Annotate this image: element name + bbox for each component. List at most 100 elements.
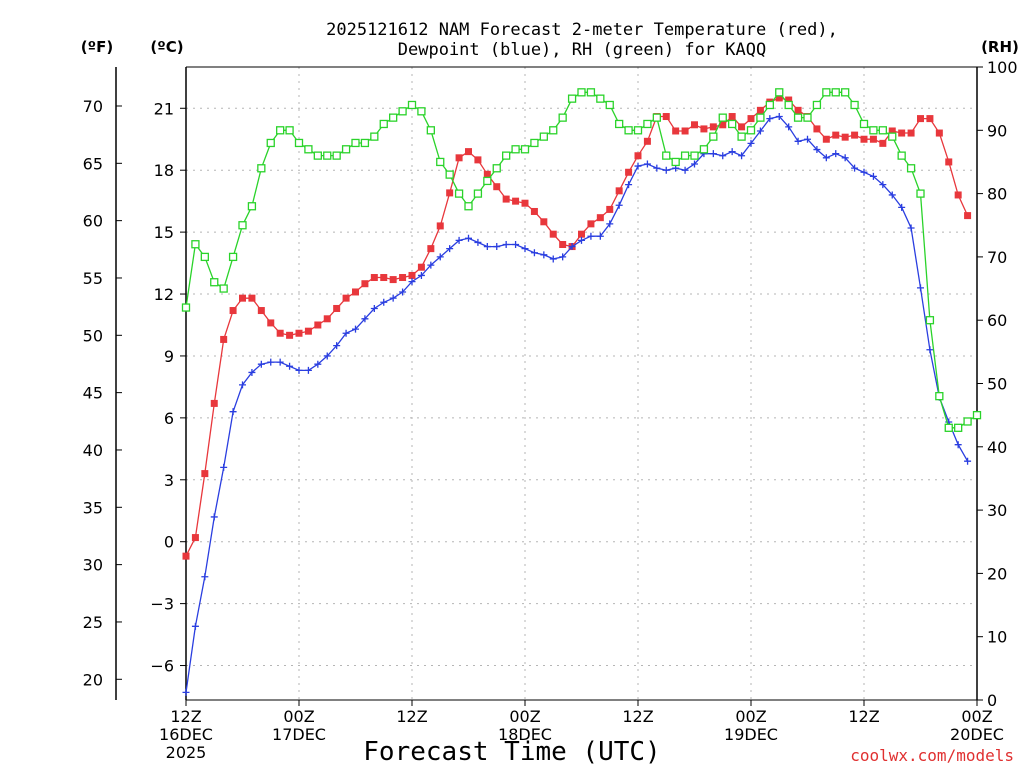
x-tick-label: 12Z xyxy=(848,707,879,726)
dewpoint-point xyxy=(408,278,416,286)
dewpoint-point xyxy=(257,360,265,368)
dewpoint-point xyxy=(860,168,868,176)
temperature-point xyxy=(220,335,228,343)
temperature-point xyxy=(888,127,896,135)
x-tick-label: 12Z xyxy=(170,707,201,726)
dewpoint-point xyxy=(191,622,199,630)
dewpoint-point xyxy=(286,362,294,370)
temperature-point xyxy=(578,230,585,238)
dewpoint-point xyxy=(493,243,501,251)
temperature-point xyxy=(728,113,736,121)
dewpoint-point xyxy=(822,154,830,162)
temperature-point xyxy=(333,304,341,312)
rh-point xyxy=(897,151,906,160)
rh-point xyxy=(228,252,238,262)
rh-tick-label: 80 xyxy=(987,185,1007,204)
temperature-point xyxy=(869,135,877,143)
fahrenheit-tick-label: 35 xyxy=(83,498,103,517)
dewpoint-point xyxy=(474,238,482,246)
dewpoint-point xyxy=(267,358,275,366)
dewpoint-point xyxy=(738,152,746,160)
temperature-point xyxy=(304,327,312,335)
rh-point xyxy=(407,100,417,110)
rh-point xyxy=(567,94,577,103)
temperature-point xyxy=(465,148,472,156)
temperature-point xyxy=(785,96,793,104)
dewpoint-point xyxy=(352,325,359,333)
series-line-dewpoint xyxy=(185,115,969,693)
temperature-point xyxy=(540,218,548,226)
temperature-point xyxy=(559,240,567,248)
temperature-point xyxy=(709,123,717,131)
temperature-point xyxy=(681,127,689,135)
fahrenheit-tick-label: 55 xyxy=(83,269,103,288)
temperature-point xyxy=(455,154,463,162)
celsius-tick-label: 12 xyxy=(154,285,174,304)
dewpoint-point xyxy=(879,181,887,189)
rh-point xyxy=(341,145,351,154)
fahrenheit-tick-label: 70 xyxy=(83,97,103,116)
x-axis-label: Forecast Time (UTC) xyxy=(363,737,660,767)
dewpoint-point xyxy=(323,352,331,360)
rh-point xyxy=(878,126,887,135)
x-tick-label: 00Z xyxy=(735,707,766,726)
rh-point xyxy=(332,151,341,160)
temperature-point xyxy=(841,133,849,141)
rh-point xyxy=(586,88,596,97)
temperature-point xyxy=(926,115,934,123)
dewpoint-point xyxy=(540,251,548,259)
dewpoint-point xyxy=(559,253,567,261)
dewpoint-point xyxy=(926,346,934,354)
x-tick-label: 00Z xyxy=(961,707,992,726)
fahrenheit-tick-label: 30 xyxy=(83,556,103,575)
rh-point xyxy=(850,100,859,110)
fahrenheit-tick-label: 20 xyxy=(83,670,103,689)
rh-point xyxy=(699,145,709,154)
temperature-point xyxy=(860,135,868,143)
dewpoint-point xyxy=(794,137,802,145)
temperature-point xyxy=(935,129,943,137)
series-line-rh xyxy=(185,91,978,429)
dewpoint-point xyxy=(964,457,972,465)
rh-point xyxy=(633,126,643,135)
rh-point xyxy=(247,202,257,211)
rh-tick-label: 40 xyxy=(987,438,1007,457)
rh-point xyxy=(351,138,360,148)
rh-point xyxy=(756,113,765,122)
rh-point xyxy=(294,138,304,148)
rh-point xyxy=(803,113,812,122)
rh-point xyxy=(473,189,483,198)
dewpoint-point xyxy=(841,154,849,162)
series-line-temperature xyxy=(185,97,969,557)
dewpoint-point xyxy=(898,203,906,211)
celsius-tick-label: 21 xyxy=(154,99,174,118)
series-dewpoint xyxy=(182,113,972,696)
rh-point xyxy=(492,164,501,173)
rh-point xyxy=(662,151,671,160)
rh-point xyxy=(502,151,511,160)
temperature-point xyxy=(662,113,670,121)
temperature-point xyxy=(596,214,604,222)
rh-point xyxy=(737,132,746,141)
rh-point xyxy=(436,157,445,167)
rh-point xyxy=(549,126,558,135)
rh-point xyxy=(643,119,652,129)
rh-point xyxy=(718,113,727,122)
dewpoint-point xyxy=(389,294,397,302)
dewpoint-point xyxy=(719,152,727,160)
temperature-point xyxy=(483,170,491,178)
fahrenheit-tick-label: 40 xyxy=(83,441,103,460)
celsius-tick-label: 9 xyxy=(164,347,174,366)
rh-point xyxy=(398,107,407,116)
rh-point xyxy=(916,189,925,198)
rh-point xyxy=(530,138,539,148)
chart-title-line-2: Dewpoint (blue), RH (green) for KAQQ xyxy=(398,40,766,60)
rh-point xyxy=(417,107,426,116)
temperature-point xyxy=(239,294,246,302)
temperature-point xyxy=(832,131,840,139)
x-tick-label: 00Z xyxy=(509,707,540,726)
celsius-tick-label: −3 xyxy=(150,595,174,614)
dewpoint-point xyxy=(634,162,642,170)
celsius-tick-label: 0 xyxy=(164,533,174,552)
temperature-point xyxy=(634,152,642,160)
